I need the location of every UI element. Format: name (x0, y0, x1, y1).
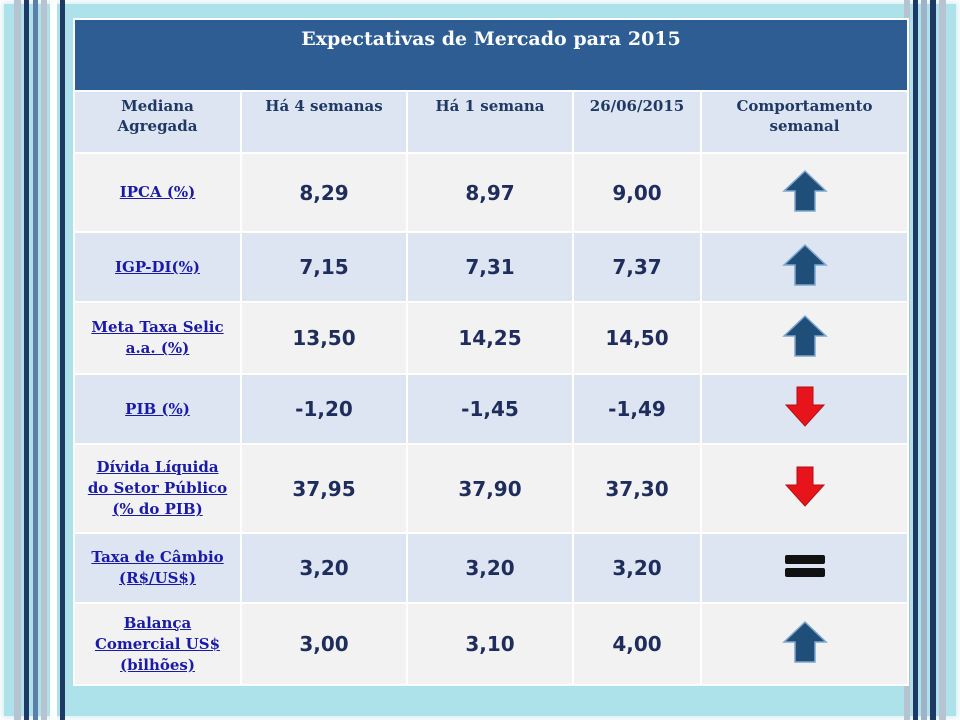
trend-cell (700, 301, 909, 375)
value-date: -1,49 (572, 373, 702, 445)
up-arrow-icon (781, 242, 829, 292)
value-1-week: 8,97 (406, 152, 574, 233)
indicator-link[interactable]: Meta Taxa Selic a.a. (%) (73, 301, 242, 375)
header-median: Mediana Agregada (73, 90, 242, 154)
header-4-weeks: Há 4 semanas (240, 90, 408, 154)
value-date: 14,50 (572, 301, 702, 375)
decorative-stripe (913, 0, 918, 720)
equal-icon (781, 543, 829, 593)
value-1-week: -1,45 (406, 373, 574, 445)
expectations-table: Expectativas de Mercado para 2015 Median… (73, 18, 909, 686)
trend-cell (700, 532, 909, 604)
indicator-label-line[interactable]: PIB (%) (125, 399, 190, 418)
header-1-week: Há 1 semana (406, 90, 574, 154)
indicator-label-line[interactable]: (R$/US$) (119, 569, 196, 587)
header-behavior-line: Comportamento (736, 97, 873, 115)
expectations-table-container: Expectativas de Mercado para 2015 Median… (73, 18, 909, 686)
header-weekly-behavior: Comportamento semanal (700, 90, 909, 154)
indicator-label-line[interactable]: IGP-DI(%) (115, 257, 200, 276)
value-date: 7,37 (572, 231, 702, 303)
header-median-line: Mediana (121, 97, 194, 115)
indicator-label-line[interactable]: Meta Taxa Selic (91, 318, 224, 336)
value-date: 4,00 (572, 602, 702, 686)
trend-cell (700, 231, 909, 303)
indicator-label-line[interactable]: Taxa de Câmbio (91, 548, 224, 566)
value-date: 9,00 (572, 152, 702, 233)
value-1-week: 3,20 (406, 532, 574, 604)
decorative-stripe (60, 0, 65, 720)
header-behavior-line: semanal (769, 117, 840, 135)
value-4-weeks: 3,20 (240, 532, 408, 604)
indicator-label-line[interactable]: (bilhões) (120, 655, 195, 674)
indicator-link[interactable]: PIB (%) (73, 373, 242, 445)
table-row: IGP-DI(%) 7,15 7,31 7,37 (73, 231, 909, 303)
value-4-weeks: 37,95 (240, 443, 408, 534)
value-date: 37,30 (572, 443, 702, 534)
indicator-label-line[interactable]: a.a. (%) (125, 339, 190, 357)
indicator-link[interactable]: Taxa de Câmbio (R$/US$) (73, 532, 242, 604)
table-row: Dívida Líquida do Setor Público (% do PIB)… (73, 443, 909, 534)
header-date: 26/06/2015 (572, 90, 702, 154)
table-row: PIB (%) -1,20 -1,45 -1,49 (73, 373, 909, 445)
trend-cell (700, 373, 909, 445)
indicator-link[interactable]: IGP-DI(%) (73, 231, 242, 303)
down-arrow-icon (781, 384, 829, 434)
decorative-stripe (939, 0, 946, 720)
indicator-label-line[interactable]: (% do PIB) (112, 500, 203, 518)
decorative-stripe (930, 0, 936, 720)
value-4-weeks: 7,15 (240, 231, 408, 303)
value-1-week: 14,25 (406, 301, 574, 375)
indicator-label-line[interactable]: IPCA (%) (119, 183, 196, 201)
value-4-weeks: -1,20 (240, 373, 408, 445)
indicator-link[interactable]: Balança Comercial US$ (bilhões) (73, 602, 242, 686)
decorative-stripe (50, 0, 57, 720)
up-arrow-icon (781, 313, 829, 363)
decorative-stripe (14, 0, 21, 720)
indicator-label-line[interactable]: do Setor Público (87, 479, 228, 497)
up-arrow-icon (781, 168, 829, 218)
trend-cell (700, 152, 909, 233)
indicator-link[interactable]: IPCA (%) (73, 152, 242, 233)
value-4-weeks: 3,00 (240, 602, 408, 686)
header-median-line: Agregada (117, 117, 198, 135)
value-4-weeks: 13,50 (240, 301, 408, 375)
down-arrow-icon (781, 464, 829, 514)
value-1-week: 3,10 (406, 602, 574, 686)
value-1-week: 7,31 (406, 231, 574, 303)
indicator-label-line[interactable]: Dívida Líquida (96, 458, 219, 476)
value-4-weeks: 8,29 (240, 152, 408, 233)
decorative-stripe (24, 0, 29, 720)
indicator-label-line[interactable]: Comercial US$ (94, 634, 221, 653)
table-row: Taxa de Câmbio (R$/US$) 3,20 3,20 3,20 (73, 532, 909, 604)
table-title: Expectativas de Mercado para 2015 (73, 18, 909, 92)
decorative-stripe (921, 0, 927, 720)
trend-cell (700, 602, 909, 686)
value-1-week: 37,90 (406, 443, 574, 534)
decorative-stripe (41, 0, 47, 720)
decorative-stripe (33, 0, 38, 720)
indicator-link[interactable]: Dívida Líquida do Setor Público (% do PIB) (73, 443, 242, 534)
indicator-label-line[interactable]: Balança (123, 613, 192, 632)
table-row: Balança Comercial US$ (bilhões) 3,00 3,10 4,0… (73, 602, 909, 686)
table-row: IPCA (%) 8,29 8,97 9,00 (73, 152, 909, 233)
trend-cell (700, 443, 909, 534)
up-arrow-icon (781, 619, 829, 669)
value-date: 3,20 (572, 532, 702, 604)
table-row: Meta Taxa Selic a.a. (%) 13,50 14,25 14,50 (73, 301, 909, 375)
